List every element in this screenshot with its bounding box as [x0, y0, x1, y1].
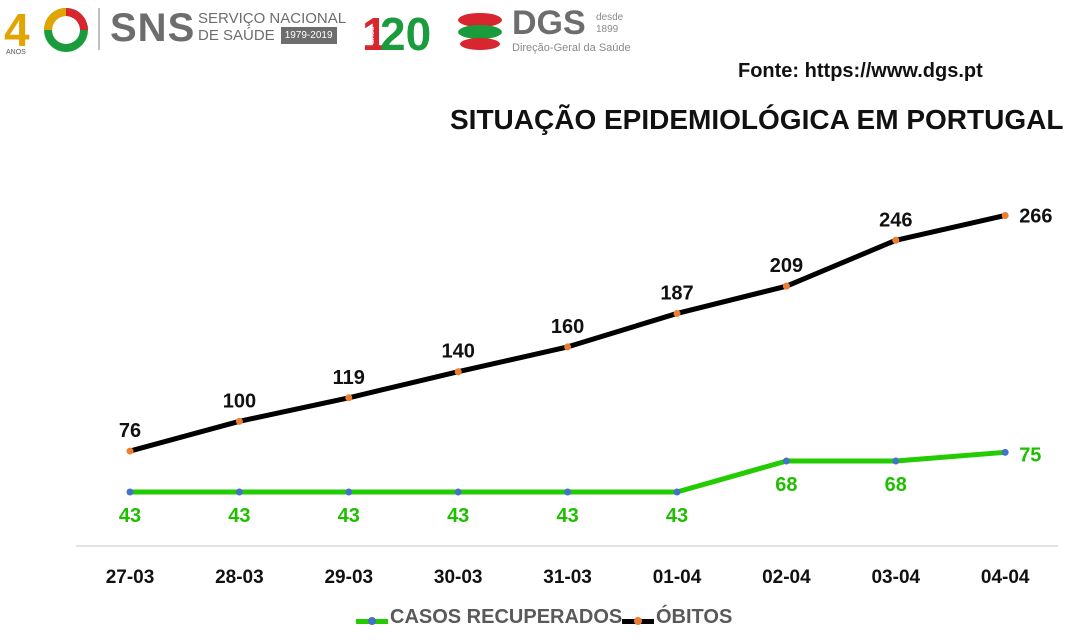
x-tick-label: 02-04 [762, 567, 811, 588]
svg-text:anos: anos [367, 27, 376, 44]
sns-full-line2-row: DE SAÚDE 1979-2019 [198, 27, 346, 44]
dgs-full-name: Direção-Geral da Saúde [512, 42, 631, 54]
chart-legend: CASOS RECUPERADOS ÓBITOS [0, 606, 1085, 634]
data-label-deaths: 140 [442, 341, 475, 363]
data-point-deaths [1001, 211, 1009, 219]
data-label-deaths: 209 [770, 255, 803, 277]
data-label-deaths: 100 [223, 390, 256, 412]
data-label-recovered: 43 [338, 505, 360, 527]
data-label-recovered: 43 [556, 505, 578, 527]
data-point-recovered [126, 488, 134, 496]
data-point-deaths [454, 368, 462, 376]
data-point-deaths [345, 394, 353, 402]
data-label-recovered: 75 [1019, 444, 1041, 466]
data-label-deaths: 266 [1019, 205, 1052, 227]
data-label-recovered: 68 [775, 474, 797, 496]
chart-title: SITUAÇÃO EPIDEMIOLÓGICA EM PORTUGAL [450, 104, 1064, 135]
data-point-deaths [673, 309, 681, 317]
data-point-deaths [892, 236, 900, 244]
x-tick-label: 04-04 [981, 567, 1030, 588]
data-label-deaths: 187 [660, 282, 693, 304]
data-label-recovered: 43 [119, 505, 141, 527]
x-tick-label: 29-03 [324, 567, 373, 588]
data-point-deaths [564, 343, 572, 351]
data-label-deaths: 246 [879, 209, 912, 231]
data-label-recovered: 43 [228, 505, 250, 527]
sns-full-line2: DE SAÚDE [198, 27, 275, 44]
x-tick-label: 27-03 [106, 567, 155, 588]
series-recovered: 43 43 43 43 43 43 68 68 75 [119, 444, 1042, 527]
data-source: Fonte: https://www.dgs.pt [738, 60, 983, 82]
dgs-since: desde 1899 [596, 12, 623, 36]
legend-marker-recovered [368, 617, 376, 625]
svg-text:ANOS: ANOS [6, 49, 26, 56]
legend-marker-deaths [634, 617, 642, 625]
data-point-recovered [782, 457, 790, 465]
sns-wordmark: SNS [110, 6, 196, 50]
data-label-deaths: 160 [551, 316, 584, 338]
data-point-deaths [235, 417, 243, 425]
legend-label-deaths: ÓBITOS [656, 606, 733, 628]
x-tick-label: 31-03 [543, 567, 592, 588]
data-point-recovered [345, 488, 353, 496]
data-point-recovered [564, 488, 572, 496]
svg-text:4: 4 [4, 4, 30, 56]
sns-full-name: SERVIÇO NACIONAL DE SAÚDE 1979-2019 [198, 10, 346, 44]
dgs-wordmark: DGS [512, 4, 586, 42]
dgs-since-year: 1899 [596, 24, 619, 35]
dgs-120-years-logo: 1 20 anos [362, 8, 502, 56]
sns-full-line1: SERVIÇO NACIONAL [198, 10, 347, 27]
x-tick-label: 01-04 [653, 567, 702, 588]
x-tick-label: 03-04 [871, 567, 920, 588]
legend-label-recovered: CASOS RECUPERADOS [390, 606, 623, 628]
svg-text:1: 1 [362, 8, 388, 56]
data-point-recovered [673, 488, 681, 496]
data-point-recovered [454, 488, 462, 496]
data-label-deaths: 119 [333, 367, 365, 389]
data-point-recovered [892, 457, 900, 465]
dgs-desde-label: desde [596, 12, 624, 23]
svg-text:20: 20 [380, 8, 431, 56]
series-deaths: 76 100 119 140 160 187 209 246 266 [119, 205, 1053, 455]
x-tick-label: 30-03 [434, 567, 483, 588]
data-point-deaths [126, 447, 134, 455]
sns-years-badge: 1979-2019 [280, 27, 337, 44]
series-line-recovered [130, 449, 1006, 495]
data-label-recovered: 68 [885, 474, 907, 496]
data-point-recovered [1001, 448, 1009, 456]
data-label-deaths: 76 [119, 420, 141, 442]
sns-40-years-logo: 4 ANOS [4, 4, 88, 56]
x-tick-label: 28-03 [215, 567, 264, 588]
data-point-recovered [235, 488, 243, 496]
header-separator [98, 8, 100, 50]
data-label-recovered: 43 [447, 505, 469, 527]
data-label-recovered: 43 [666, 505, 688, 527]
data-point-deaths [782, 282, 790, 290]
